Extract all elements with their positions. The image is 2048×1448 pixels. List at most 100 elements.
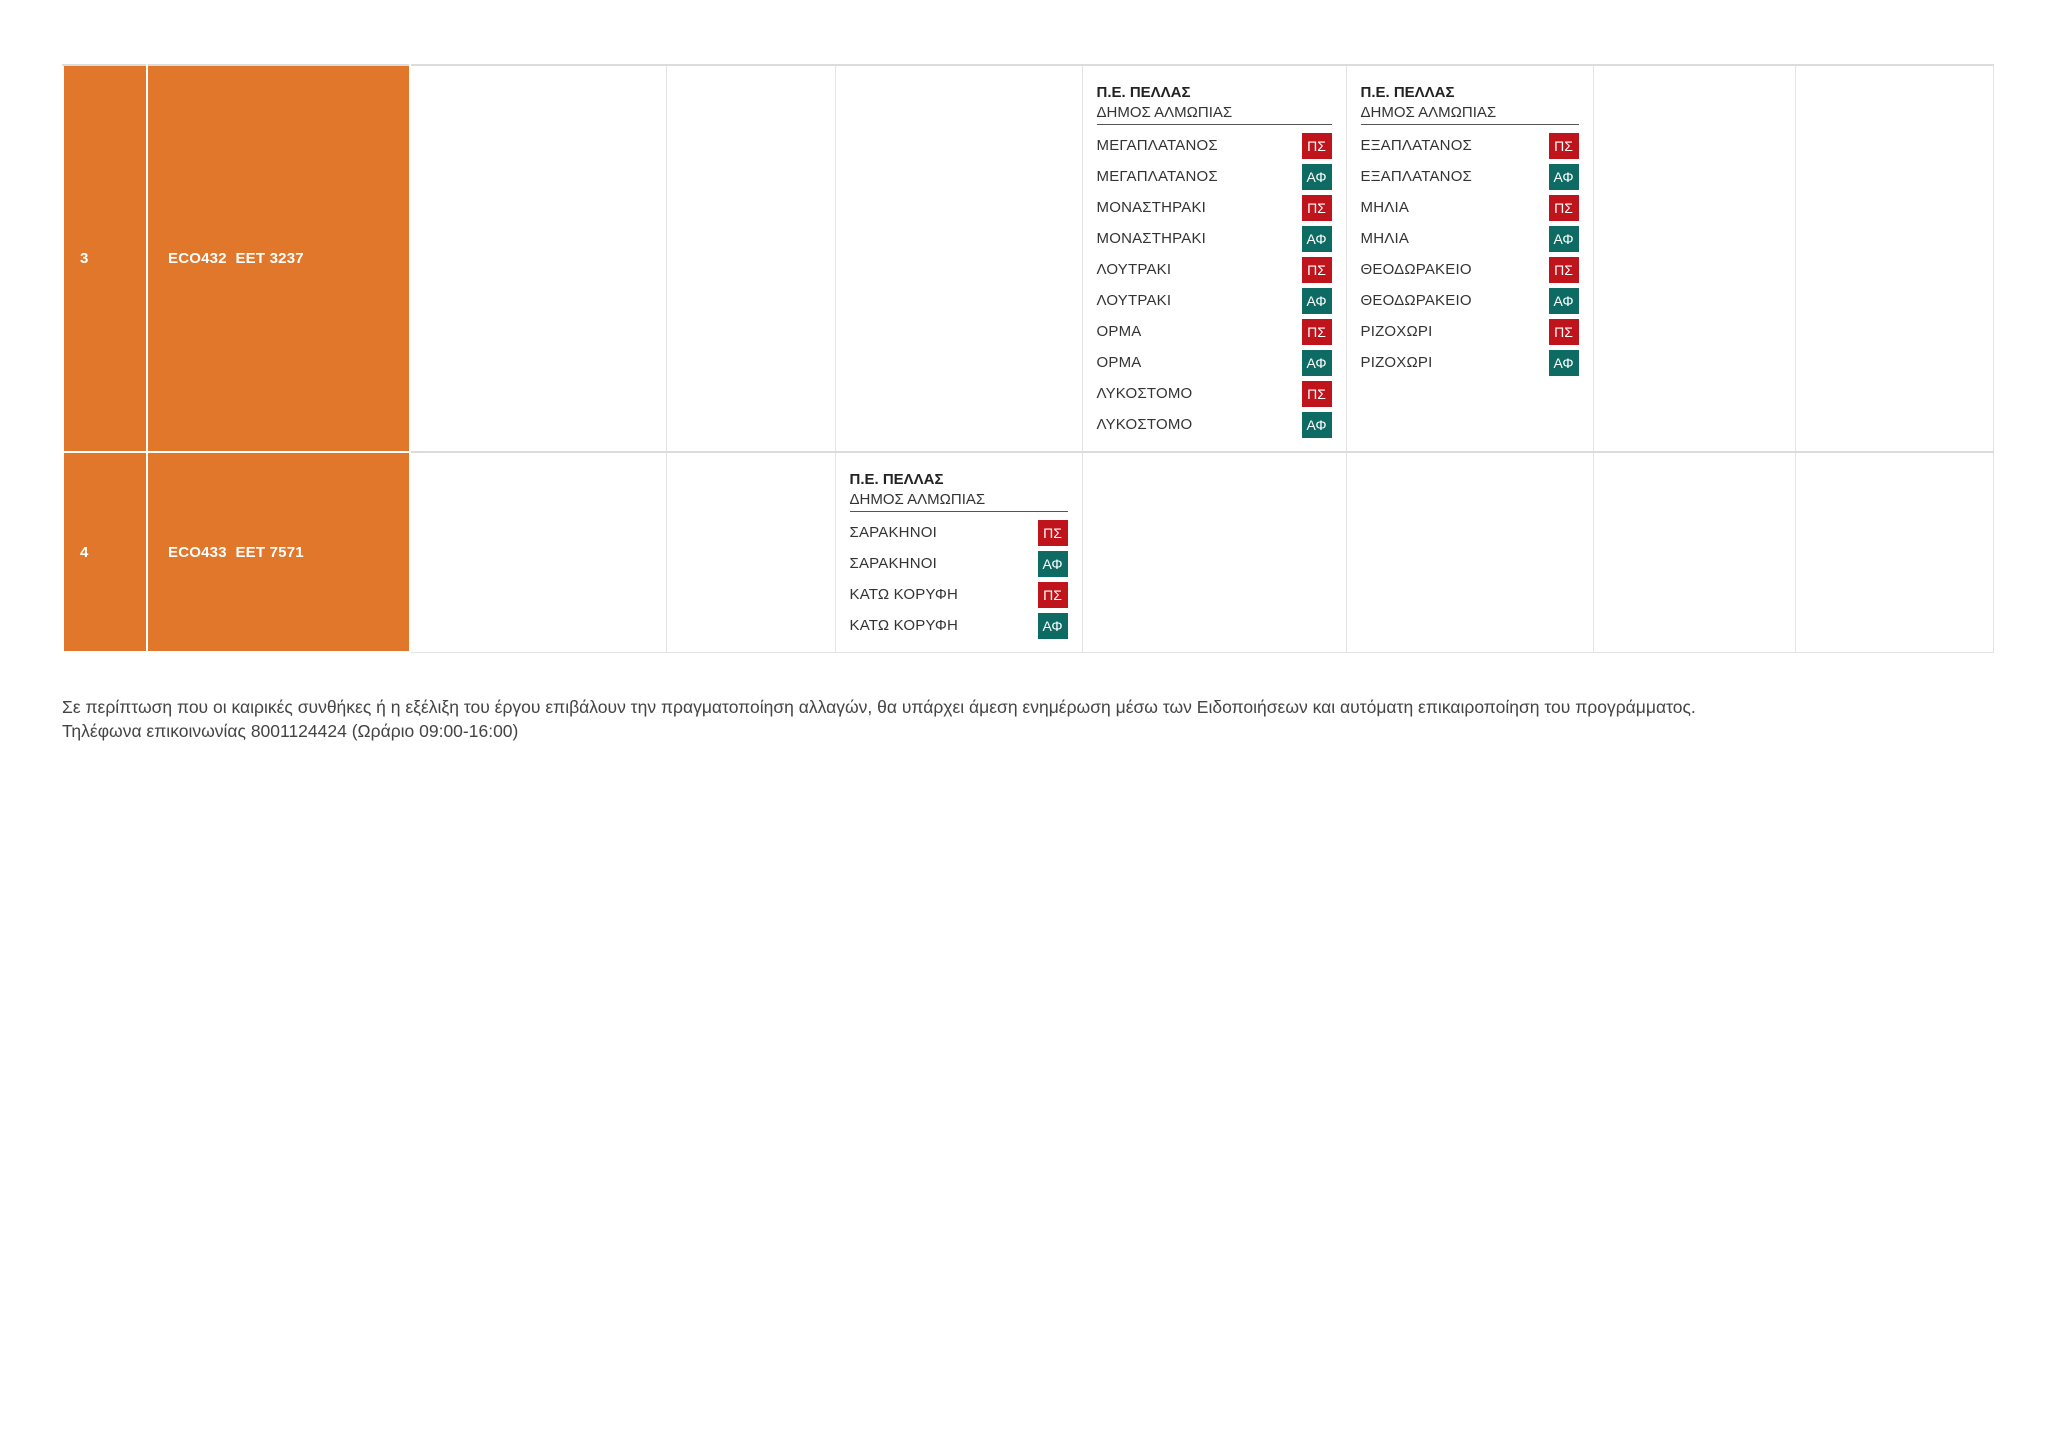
af-badge: ΑΦ	[1037, 612, 1068, 639]
stop-name: ΛΥΚΟΣΤΟΜΟ	[1096, 385, 1193, 402]
area-block: Π.Ε. ΠΕΛΛΑΣ ΔΗΜΟΣ ΑΛΜΩΠΙΑΣ ΕΞΑΠΛΑΤΑΝΟΣ ΠΣ ΕΞ…	[1347, 66, 1593, 378]
stop-name: ΡΙΖΟΧΩΡΙ	[1360, 323, 1433, 340]
stop-row: ΟΡΜΑ ΠΣ	[1097, 316, 1332, 347]
vehicle-id: ECO432 ΕΕΤ 3237	[168, 250, 304, 267]
table-row: 3 ECO432 ΕΕΤ 3237 Π.Ε. ΠΕΛΛΑΣ ΔΗΜΟΣ ΑΛΜΩΠ…	[62, 64, 1994, 453]
empty-cell	[409, 64, 667, 453]
af-badge: ΑΦ	[1037, 550, 1068, 577]
vehicle-id: ECO433 ΕΕΤ 7571	[168, 543, 304, 561]
af-badge: ΑΦ	[1548, 349, 1579, 376]
schedule-cell: Π.Ε. ΠΕΛΛΑΣ ΔΗΜΟΣ ΑΛΜΩΠΙΑΣ ΣΑΡΑΚΗΝΟΙ ΠΣ ΣΑΡΑ…	[834, 451, 1083, 653]
area-header: Π.Ε. ΠΕΛΛΑΣ ΔΗΜΟΣ ΑΛΜΩΠΙΑΣ	[849, 470, 1068, 512]
row-number-cell: 3	[62, 64, 148, 453]
schedule-cell: Π.Ε. ΠΕΛΛΑΣ ΔΗΜΟΣ ΑΛΜΩΠΙΑΣ ΜΕΓΑΠΛΑΤΑΝΟΣ ΠΣ Μ…	[1081, 64, 1347, 453]
empty-cell	[1592, 64, 1796, 453]
region-label: Π.Ε. ΠΕΛΛΑΣ	[849, 471, 944, 488]
ps-badge: ΠΣ	[1037, 581, 1068, 608]
row-number: 4	[80, 543, 89, 561]
empty-cell	[1345, 451, 1594, 653]
area-block: Π.Ε. ΠΕΛΛΑΣ ΔΗΜΟΣ ΑΛΜΩΠΙΑΣ ΣΑΡΑΚΗΝΟΙ ΠΣ ΣΑΡΑ…	[836, 453, 1082, 641]
vehicle-cell: ECO432 ΕΕΤ 3237	[146, 64, 411, 453]
stop-row: ΕΞΑΠΛΑΤΑΝΟΣ ΠΣ	[1361, 130, 1579, 161]
stop-row: ΘΕΟΔΩΡΑΚΕΙΟ ΠΣ	[1361, 254, 1579, 285]
stop-row: ΣΑΡΑΚΗΝΟΙ ΑΦ	[850, 548, 1068, 579]
municipality-label: ΔΗΜΟΣ ΑΛΜΩΠΙΑΣ	[1360, 104, 1497, 121]
municipality-label: ΔΗΜΟΣ ΑΛΜΩΠΙΑΣ	[849, 491, 986, 508]
af-badge: ΑΦ	[1301, 349, 1332, 376]
stop-row: ΚΑΤΩ ΚΟΡΥΦΗ ΑΦ	[850, 610, 1068, 641]
af-badge: ΑΦ	[1301, 225, 1332, 252]
ps-badge: ΠΣ	[1548, 318, 1579, 345]
stop-row: ΜΕΓΑΠΛΑΤΑΝΟΣ ΑΦ	[1097, 161, 1332, 192]
stop-name: ΛΟΥΤΡΑΚΙ	[1096, 261, 1172, 278]
stop-row: ΜΕΓΑΠΛΑΤΑΝΟΣ ΠΣ	[1097, 130, 1332, 161]
stop-row: ΜΟΝΑΣΤΗΡΑΚΙ ΠΣ	[1097, 192, 1332, 223]
region-label: Π.Ε. ΠΕΛΛΑΣ	[1360, 84, 1455, 101]
ps-badge: ΠΣ	[1301, 318, 1332, 345]
stop-row: ΘΕΟΔΩΡΑΚΕΙΟ ΑΦ	[1361, 285, 1579, 316]
stop-name: ΜΕΓΑΠΛΑΤΑΝΟΣ	[1096, 168, 1218, 185]
af-badge: ΑΦ	[1301, 163, 1332, 190]
empty-cell	[1794, 451, 1994, 653]
weather-notice-text: Σε περίπτωση που οι καιρικές συνθήκες ή …	[62, 697, 1696, 717]
ps-badge: ΠΣ	[1548, 194, 1579, 221]
area-header: Π.Ε. ΠΕΛΛΑΣ ΔΗΜΟΣ ΑΛΜΩΠΙΑΣ	[1360, 83, 1579, 125]
stop-name: ΘΕΟΔΩΡΑΚΕΙΟ	[1360, 261, 1472, 278]
region-label: Π.Ε. ΠΕΛΛΑΣ	[1096, 84, 1191, 101]
stop-name: ΜΗΛΙΑ	[1360, 230, 1410, 247]
area-block: Π.Ε. ΠΕΛΛΑΣ ΔΗΜΟΣ ΑΛΜΩΠΙΑΣ ΜΕΓΑΠΛΑΤΑΝΟΣ ΠΣ Μ…	[1083, 66, 1346, 440]
stop-row: ΡΙΖΟΧΩΡΙ ΑΦ	[1361, 347, 1579, 378]
stop-row: ΜΟΝΑΣΤΗΡΑΚΙ ΑΦ	[1097, 223, 1332, 254]
stop-name: ΛΟΥΤΡΑΚΙ	[1096, 292, 1172, 309]
stop-row: ΟΡΜΑ ΑΦ	[1097, 347, 1332, 378]
empty-cell	[1592, 451, 1796, 653]
stop-name: ΡΙΖΟΧΩΡΙ	[1360, 354, 1433, 371]
empty-cell	[1794, 64, 1994, 453]
schedule-cell: Π.Ε. ΠΕΛΛΑΣ ΔΗΜΟΣ ΑΛΜΩΠΙΑΣ ΕΞΑΠΛΑΤΑΝΟΣ ΠΣ ΕΞ…	[1345, 64, 1594, 453]
empty-cell	[409, 451, 667, 653]
stop-row: ΡΙΖΟΧΩΡΙ ΠΣ	[1361, 316, 1579, 347]
stop-row: ΣΑΡΑΚΗΝΟΙ ΠΣ	[850, 517, 1068, 548]
stop-row: ΛΟΥΤΡΑΚΙ ΑΦ	[1097, 285, 1332, 316]
stop-name: ΟΡΜΑ	[1096, 323, 1142, 340]
stop-name: ΚΑΤΩ ΚΟΡΥΦΗ	[849, 617, 959, 634]
stop-row: ΚΑΤΩ ΚΟΡΥΦΗ ΠΣ	[850, 579, 1068, 610]
stop-name: ΜΟΝΑΣΤΗΡΑΚΙ	[1096, 230, 1207, 247]
empty-cell	[1081, 451, 1347, 653]
af-badge: ΑΦ	[1301, 411, 1332, 438]
ps-badge: ΠΣ	[1301, 132, 1332, 159]
stop-name: ΜΗΛΙΑ	[1360, 199, 1410, 216]
stop-name: ΚΑΤΩ ΚΟΡΥΦΗ	[849, 586, 959, 603]
vehicle-cell: ECO433 ΕΕΤ 7571	[146, 451, 411, 653]
stop-row: ΜΗΛΙΑ ΑΦ	[1361, 223, 1579, 254]
area-header: Π.Ε. ΠΕΛΛΑΣ ΔΗΜΟΣ ΑΛΜΩΠΙΑΣ	[1096, 83, 1332, 125]
stop-name: ΕΞΑΠΛΑΤΑΝΟΣ	[1360, 137, 1473, 154]
stop-row: ΛΟΥΤΡΑΚΙ ΠΣ	[1097, 254, 1332, 285]
ps-badge: ΠΣ	[1548, 132, 1579, 159]
af-badge: ΑΦ	[1548, 287, 1579, 314]
af-badge: ΑΦ	[1301, 287, 1332, 314]
stop-name: ΣΑΡΑΚΗΝΟΙ	[849, 555, 937, 572]
stop-row: ΛΥΚΟΣΤΟΜΟ ΑΦ	[1097, 409, 1332, 440]
empty-cell	[665, 451, 836, 653]
footer-notice: Σε περίπτωση που οι καιρικές συνθήκες ή …	[62, 695, 1696, 743]
row-number-cell: 4	[62, 451, 148, 653]
empty-cell	[665, 64, 836, 453]
ps-badge: ΠΣ	[1037, 519, 1068, 546]
empty-cell	[834, 64, 1083, 453]
stop-name: ΜΕΓΑΠΛΑΤΑΝΟΣ	[1096, 137, 1218, 154]
stop-name: ΣΑΡΑΚΗΝΟΙ	[849, 524, 937, 541]
stop-row: ΜΗΛΙΑ ΠΣ	[1361, 192, 1579, 223]
af-badge: ΑΦ	[1548, 225, 1579, 252]
stop-name: ΟΡΜΑ	[1096, 354, 1142, 371]
contact-phone-text: Τηλέφωνα επικοινωνίας 8001124424 (Ωράριο…	[62, 721, 519, 741]
row-number: 3	[80, 250, 89, 267]
schedule-table: 3 ECO432 ΕΕΤ 3237 Π.Ε. ΠΕΛΛΑΣ ΔΗΜΟΣ ΑΛΜΩΠ…	[62, 64, 1994, 653]
stop-name: ΜΟΝΑΣΤΗΡΑΚΙ	[1096, 199, 1207, 216]
ps-badge: ΠΣ	[1301, 194, 1332, 221]
ps-badge: ΠΣ	[1548, 256, 1579, 283]
stop-row: ΕΞΑΠΛΑΤΑΝΟΣ ΑΦ	[1361, 161, 1579, 192]
municipality-label: ΔΗΜΟΣ ΑΛΜΩΠΙΑΣ	[1096, 104, 1233, 121]
stop-row: ΛΥΚΟΣΤΟΜΟ ΠΣ	[1097, 378, 1332, 409]
table-row: 4 ECO433 ΕΕΤ 7571 Π.Ε. ΠΕΛΛΑΣ ΔΗΜΟΣ ΑΛΜΩΠ…	[62, 451, 1994, 653]
